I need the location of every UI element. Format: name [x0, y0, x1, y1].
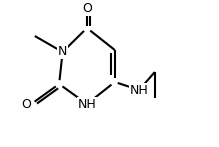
Text: NH: NH	[130, 83, 148, 96]
Text: NH: NH	[78, 97, 96, 111]
Text: N: N	[58, 46, 67, 59]
Text: O: O	[21, 97, 31, 111]
Text: O: O	[82, 1, 92, 15]
